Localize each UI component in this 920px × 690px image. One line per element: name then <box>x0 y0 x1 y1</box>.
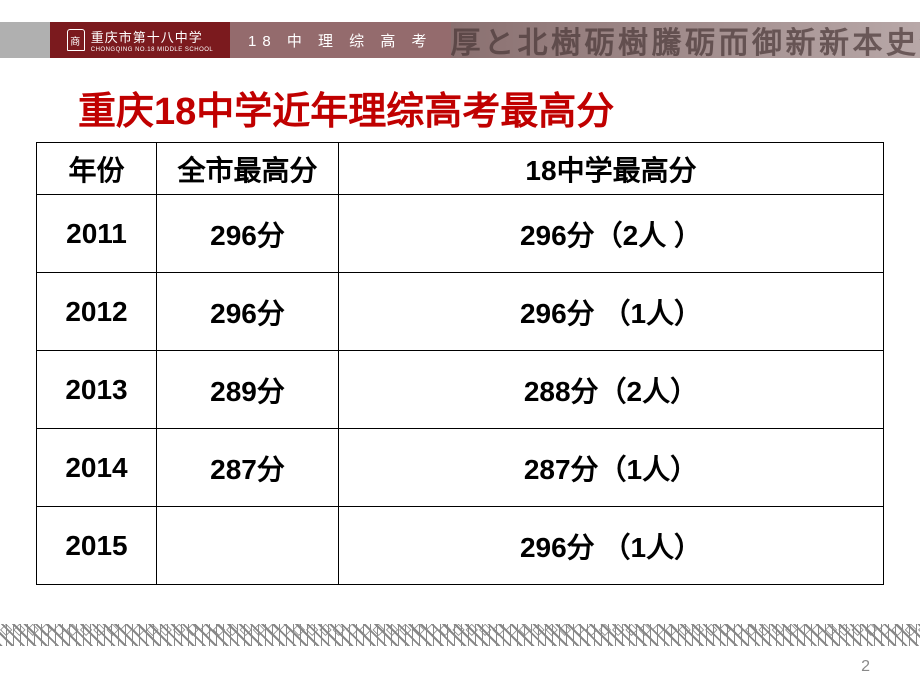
table-row: 2013 289分 288分（2人） <box>37 351 884 429</box>
cell-year: 2012 <box>37 273 157 351</box>
cell-year: 2015 <box>37 507 157 585</box>
table-header-row: 年份 全市最高分 18中学最高分 <box>37 143 884 195</box>
page-number: 2 <box>861 658 870 676</box>
table-row: 2012 296分 296分 （1人） <box>37 273 884 351</box>
cell-year: 2014 <box>37 429 157 507</box>
logo-icon: 商 <box>67 29 85 51</box>
ribbon-art-bg: 厚 と 北 樹 砺 樹 騰 砺 而 御 新 新 本 史 个 州 <box>451 22 920 58</box>
table-row: 2011 296分 296分（2人 ） <box>37 195 884 273</box>
col-header-city: 全市最高分 <box>157 143 339 195</box>
cell-city <box>157 507 339 585</box>
ribbon-subtitle: 18 中 理 综 高 考 <box>230 22 451 58</box>
table-row: 2014 287分 287分（1人） <box>37 429 884 507</box>
logo-sub-text: CHONGQING NO.18 MIDDLE SCHOOL <box>91 47 214 53</box>
cell-city: 287分 <box>157 429 339 507</box>
header-ribbon: 商 重庆市第十八中学 CHONGQING NO.18 MIDDLE SCHOOL… <box>0 22 920 58</box>
school-logo: 商 重庆市第十八中学 CHONGQING NO.18 MIDDLE SCHOOL <box>50 22 230 58</box>
cell-city: 289分 <box>157 351 339 429</box>
cell-city: 296分 <box>157 273 339 351</box>
table-row: 2015 296分 （1人） <box>37 507 884 585</box>
ribbon-art-text: 厚 と 北 樹 砺 樹 騰 砺 而 御 新 新 本 史 个 州 <box>451 22 920 58</box>
cell-school: 296分 （1人） <box>339 273 884 351</box>
scores-table: 年份 全市最高分 18中学最高分 2011 296分 296分（2人 ） 201… <box>36 142 884 585</box>
page-title: 重庆18中学近年理综高考最高分 <box>78 80 614 135</box>
decorative-pattern-strip: ◇◇◇◇◇◇◇◇◇◇◇◇◇◇◇◇◇◇◇◇◇◇◇◇◇◇◇◇◇◇◇◇◇◇◇◇◇◇◇◇… <box>0 624 920 646</box>
logo-main-text: 重庆市第十八中学 <box>91 27 214 46</box>
cell-school: 296分 （1人） <box>339 507 884 585</box>
cell-city: 296分 <box>157 195 339 273</box>
ribbon-grey-left <box>0 22 50 58</box>
cell-school: 287分（1人） <box>339 429 884 507</box>
cell-school: 288分（2人） <box>339 351 884 429</box>
cell-school: 296分（2人 ） <box>339 195 884 273</box>
col-header-school: 18中学最高分 <box>339 143 884 195</box>
cell-year: 2011 <box>37 195 157 273</box>
cell-year: 2013 <box>37 351 157 429</box>
col-header-year: 年份 <box>37 143 157 195</box>
